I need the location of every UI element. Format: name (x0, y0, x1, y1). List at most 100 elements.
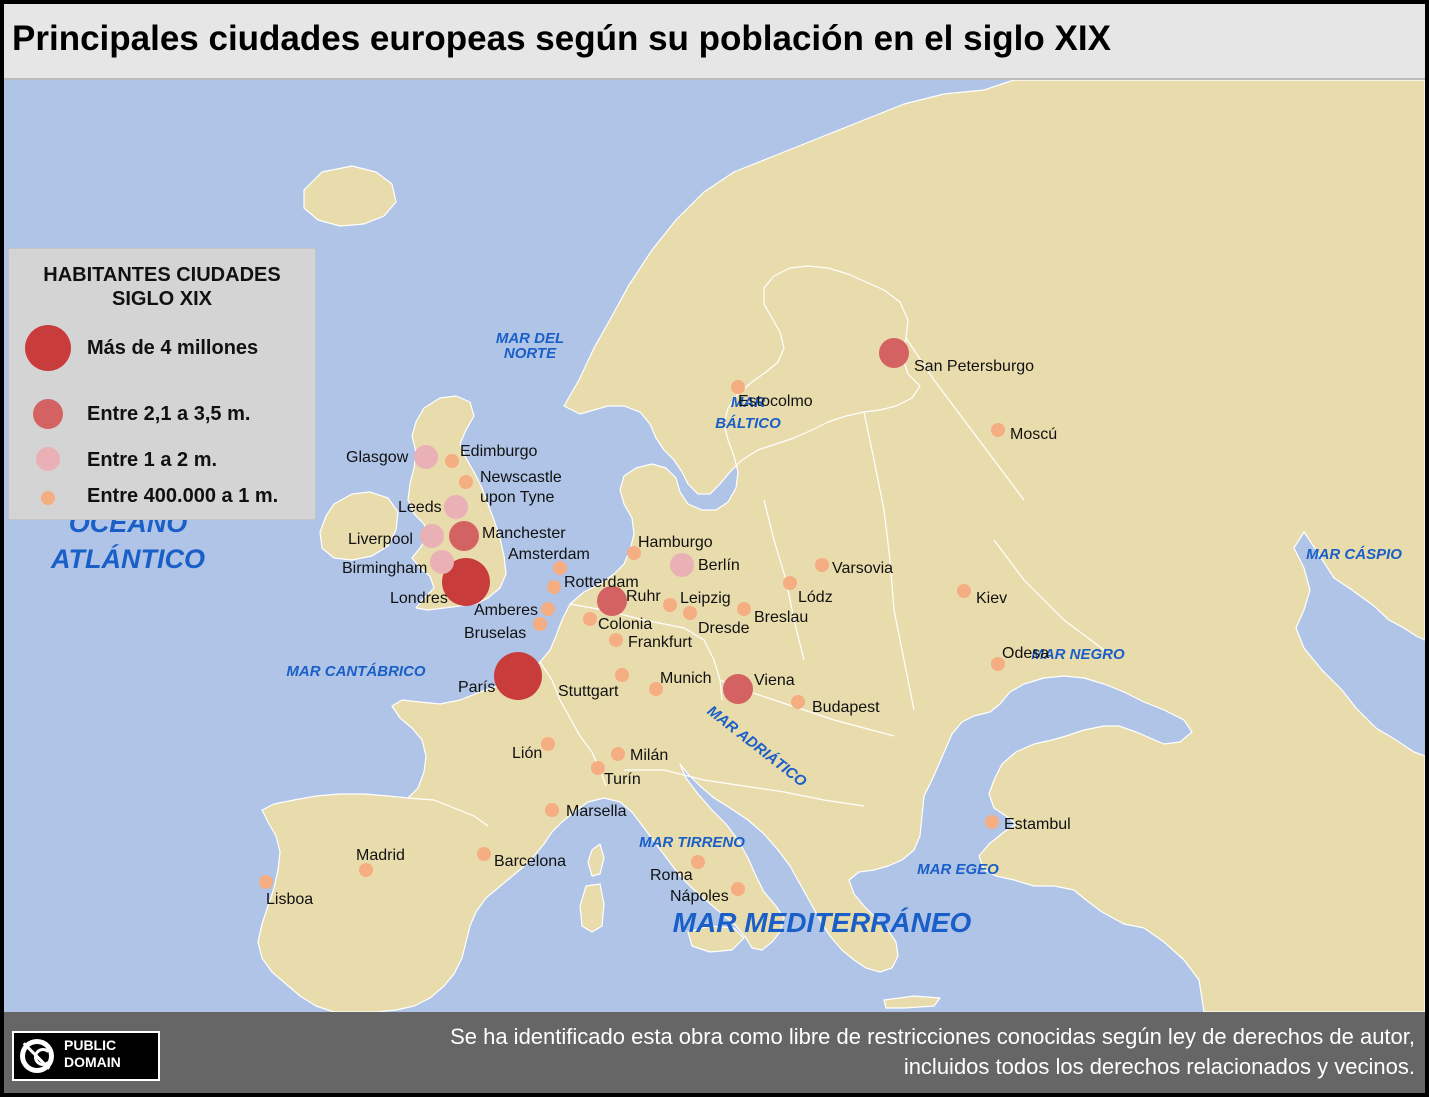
sardinia (579, 883, 605, 933)
city-label: Moscú (1010, 426, 1057, 443)
city-label: Viena (754, 672, 795, 689)
legend-item-l: Entre 2,1 a 3,5 m. (9, 397, 315, 437)
city-marker[interactable] (649, 682, 663, 696)
sea-label: MAR EGEO (917, 861, 999, 878)
city-marker[interactable] (957, 584, 971, 598)
city-marker[interactable] (444, 495, 468, 519)
city-label: Turín (604, 771, 641, 788)
city-marker[interactable] (459, 475, 473, 489)
city-marker[interactable] (545, 803, 559, 817)
city-marker[interactable] (611, 747, 625, 761)
city-label: Amsterdam (508, 546, 590, 563)
city-marker[interactable] (815, 558, 829, 572)
city-marker[interactable] (991, 423, 1005, 437)
city-label: Edimburgo (460, 443, 537, 460)
city-label: Lódz (798, 589, 833, 606)
legend-title: HABITANTES CIUDADES SIGLO XIX (9, 263, 315, 311)
city-label: Estocolmo (738, 393, 813, 410)
city-marker[interactable] (259, 875, 273, 889)
sea-label: MAR NEGRO (1031, 646, 1125, 663)
city-label: Berlín (698, 557, 740, 574)
city-marker[interactable] (477, 847, 491, 861)
map-title: Principales ciudades europeas según su p… (12, 19, 1111, 58)
city-marker[interactable] (553, 561, 567, 575)
city-marker[interactable] (615, 668, 629, 682)
city-marker[interactable] (494, 652, 542, 700)
city-label: Roma (650, 867, 693, 884)
sea-label: NORTE (504, 345, 557, 362)
city-marker[interactable] (597, 586, 627, 616)
city-label: Rotterdam (564, 574, 639, 591)
city-label: Budapest (812, 699, 880, 716)
city-label: Odesa (1002, 645, 1049, 662)
city-marker[interactable] (591, 761, 605, 775)
sea-label: BÁLTICO (715, 415, 781, 432)
city-label: Leeds (398, 499, 442, 516)
legend-circle-s (41, 491, 55, 505)
sea-label: MAR CANTÁBRICO (286, 663, 425, 680)
city-marker[interactable] (430, 550, 454, 574)
city-label: Colonia (598, 616, 652, 633)
city-marker[interactable] (791, 695, 805, 709)
legend-label-l: Entre 2,1 a 3,5 m. (87, 403, 251, 425)
city-marker[interactable] (420, 524, 444, 548)
city-label: Stuttgart (558, 683, 619, 700)
public-domain-badge[interactable]: PUBLIC DOMAIN (12, 1031, 160, 1081)
city-marker[interactable] (683, 606, 697, 620)
city-label: Munich (660, 670, 712, 687)
license-line2: incluidos todos los derechos relacionado… (903, 1054, 1415, 1079)
sea-label: MAR CÁSPIO (1306, 546, 1402, 563)
city-marker[interactable] (783, 576, 797, 590)
city-marker[interactable] (449, 521, 479, 551)
city-marker[interactable] (547, 580, 561, 594)
city-marker[interactable] (445, 454, 459, 468)
public-domain-icon (20, 1039, 54, 1073)
city-marker[interactable] (737, 602, 751, 616)
city-marker[interactable] (723, 674, 753, 704)
city-marker[interactable] (731, 882, 745, 896)
iceland (303, 165, 397, 227)
city-marker[interactable] (541, 737, 555, 751)
city-marker[interactable] (414, 445, 438, 469)
city-marker[interactable] (991, 657, 1005, 671)
city-label: Breslau (754, 609, 808, 626)
city-label: Glasgow (346, 449, 409, 466)
city-label: Hamburgo (638, 534, 713, 551)
legend-label-m: Entre 1 a 2 m. (87, 449, 218, 471)
city-label: Lisboa (266, 891, 313, 908)
legend-item-xl: Más de 4 millones (9, 325, 315, 371)
city-marker[interactable] (691, 855, 705, 869)
legend-circle-m (36, 447, 60, 471)
city-marker[interactable] (541, 602, 555, 616)
city-label: San Petersburgo (914, 358, 1034, 375)
title-bar: Principales ciudades europeas según su p… (4, 4, 1425, 80)
city-label: Kiev (976, 590, 1007, 607)
city-marker[interactable] (442, 558, 490, 606)
sea-label: MAR DEL (496, 330, 564, 347)
city-marker[interactable] (670, 553, 694, 577)
city-marker[interactable] (359, 863, 373, 877)
sea-label: MAR (731, 394, 765, 411)
city-label: Madrid (356, 847, 405, 864)
legend-title-line1: HABITANTES CIUDADES (43, 264, 281, 286)
city-marker[interactable] (533, 617, 547, 631)
city-marker[interactable] (879, 338, 909, 368)
city-marker[interactable] (985, 815, 999, 829)
city-label: Newscastle (480, 469, 562, 486)
city-marker[interactable] (731, 380, 745, 394)
city-markers (259, 338, 1005, 896)
city-marker[interactable] (609, 633, 623, 647)
legend-circle-l (33, 399, 63, 429)
sea-label: MAR MEDITERRÁNEO (673, 907, 972, 938)
city-marker[interactable] (583, 612, 597, 626)
city-marker[interactable] (627, 546, 641, 560)
city-label: Barcelona (494, 853, 566, 870)
city-label: Lión (512, 745, 542, 762)
sea-label: ATLÁNTICO (50, 543, 205, 574)
city-label: Marsella (566, 803, 627, 820)
city-marker[interactable] (663, 598, 677, 612)
footer: PUBLIC DOMAIN Se ha identificado esta ob… (4, 1012, 1425, 1093)
legend-item-s: Entre 400.000 a 1 m. (9, 485, 315, 531)
city-label: Manchester (482, 525, 566, 542)
